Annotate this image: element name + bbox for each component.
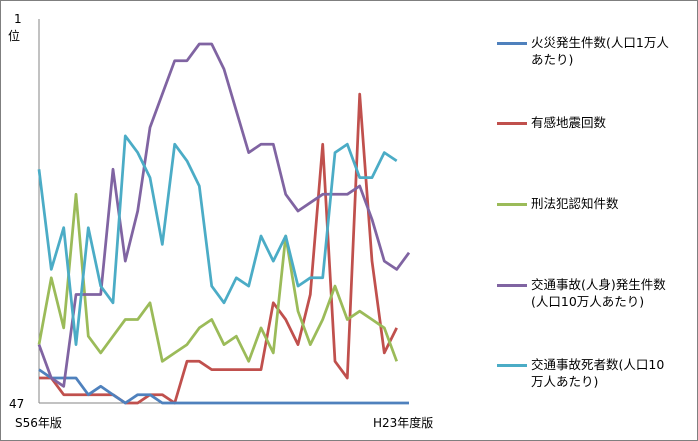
- series-line-3: [37, 42, 411, 388]
- legend-label-fire: 火災発生件数(人口1万人 あたり): [531, 35, 669, 67]
- legend-item-crime: 刑法犯認知件数: [497, 195, 693, 212]
- y-tick-label-bottom: 47: [9, 397, 24, 411]
- legend-item-traffic-accidents: 交通事故(人身)発生件数 (人口10万人あたり): [497, 276, 693, 310]
- x-tick-label-start: S56年版: [15, 416, 62, 430]
- legend-label-earthquake: 有感地震回数: [531, 115, 607, 130]
- series-line-0: [38, 368, 409, 405]
- series-line-1: [39, 92, 398, 405]
- legend-item-earthquake: 有感地震回数: [497, 114, 693, 131]
- legend-swatch-traffic-deaths: [497, 364, 527, 367]
- series-line-2: [37, 192, 398, 363]
- series-line-4: [37, 134, 398, 346]
- legend-item-traffic-deaths: 交通事故死者数(人口10 万人あたり): [497, 356, 693, 390]
- legend-swatch-earthquake: [497, 122, 527, 125]
- legend-label-crime: 刑法犯認知件数: [531, 196, 619, 211]
- x-tick-label-end: H23年度版: [373, 415, 433, 430]
- y-axis-unit: 位: [8, 28, 20, 43]
- y-tick-label-top: 1: [14, 12, 22, 26]
- legend-swatch-traffic-accidents: [497, 284, 527, 287]
- legend-swatch-fire: [497, 42, 527, 45]
- legend-label-traffic-deaths: 交通事故死者数(人口10 万人あたり): [531, 357, 665, 389]
- plot-area: [37, 42, 411, 405]
- legend-label-traffic-accidents: 交通事故(人身)発生件数 (人口10万人あたり): [531, 277, 666, 309]
- legend-item-fire: 火災発生件数(人口1万人 あたり): [497, 34, 693, 68]
- legend-swatch-crime: [497, 203, 527, 206]
